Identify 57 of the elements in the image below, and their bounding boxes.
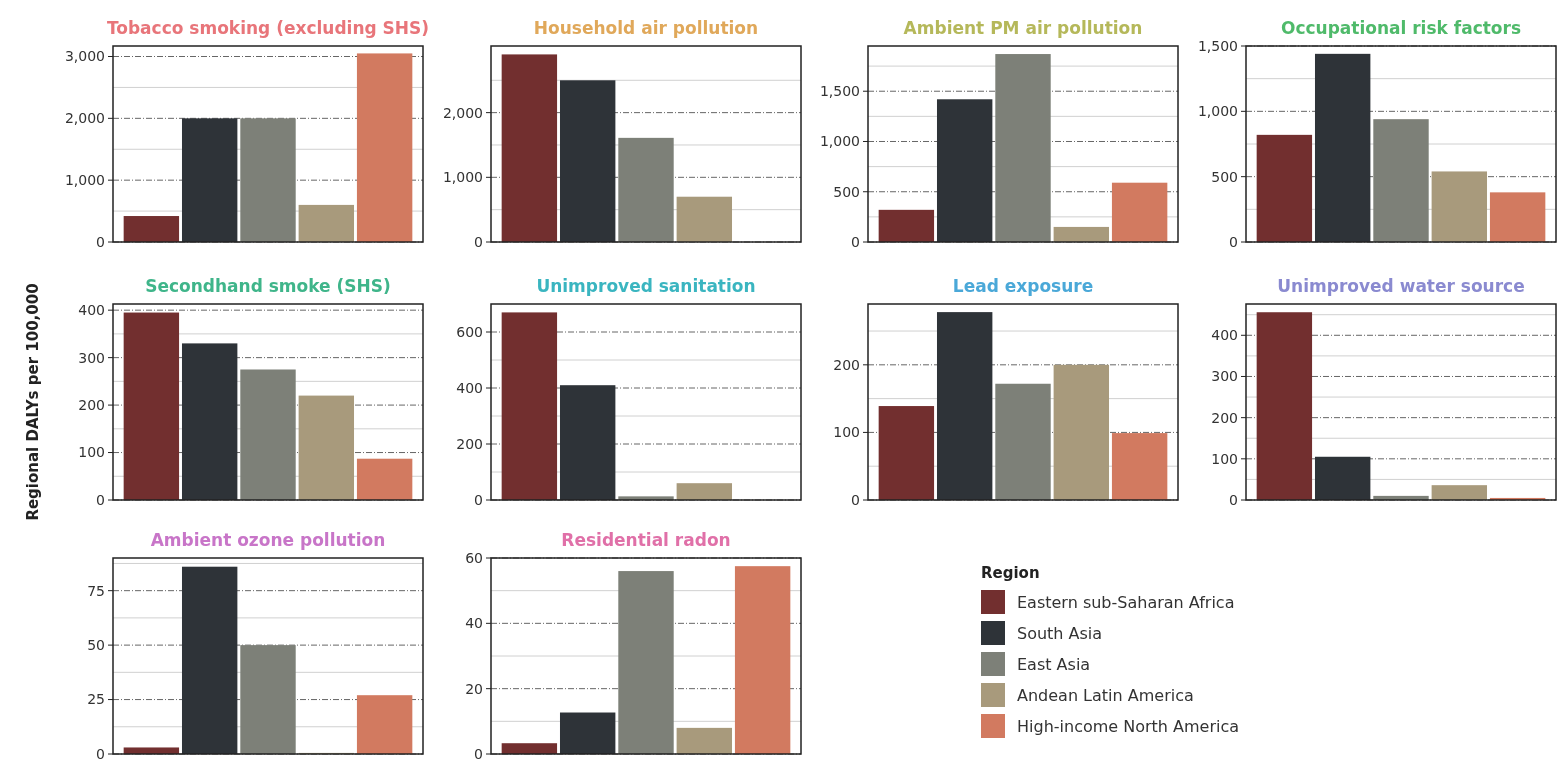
y-tick-label: 100 (1211, 450, 1238, 467)
legend-label: Andean Latin America (1017, 685, 1194, 705)
y-tick-label: 400 (78, 302, 105, 319)
chart-title: Tobacco smoking (excluding SHS) (106, 18, 430, 38)
y-tick-label: 500 (1211, 168, 1238, 185)
y-tick-label: 0 (474, 491, 483, 508)
y-tick-label: 0 (1229, 491, 1238, 508)
y-tick-label: 100 (833, 424, 860, 441)
y-tick-label: 2,000 (64, 110, 105, 127)
chart-title: Occupational risk factors (1280, 18, 1522, 38)
y-tick-label: 1,500 (819, 83, 860, 100)
y-tick-label: 2,000 (442, 104, 483, 121)
y-tick-label: 0 (96, 745, 105, 762)
y-tick-label: 60 (465, 549, 483, 566)
y-tick-label: 200 (1211, 409, 1238, 426)
y-tick-label: 1,000 (442, 169, 483, 186)
chart-title: Unimproved water source (1277, 276, 1525, 296)
legend-title: Region (981, 564, 1040, 582)
legend-label: Eastern sub-Saharan Africa (1017, 592, 1235, 612)
y-tick-label: 0 (1229, 233, 1238, 250)
y-axis-title: Regional DALYs per 100,000 (24, 283, 42, 521)
y-tick-label: 3,000 (64, 48, 105, 65)
y-tick-label: 25 (87, 691, 105, 708)
legend-label: East Asia (1017, 654, 1091, 674)
chart-title: Ambient ozone pollution (150, 530, 386, 550)
y-tick-label: 600 (456, 323, 483, 340)
chart-title: Unimproved sanitation (536, 276, 756, 296)
y-tick-label: 0 (96, 233, 105, 250)
legend-label: High-income North America (1017, 716, 1240, 736)
y-tick-label: 200 (78, 396, 105, 413)
legend-label: South Asia (1017, 623, 1103, 643)
y-tick-label: 0 (851, 491, 860, 508)
y-tick-label: 0 (851, 233, 860, 250)
y-tick-label: 0 (474, 745, 483, 762)
y-tick-label: 200 (456, 435, 483, 452)
y-tick-label: 100 (78, 444, 105, 461)
chart-title: Ambient PM air pollution (903, 18, 1143, 38)
y-tick-label: 300 (78, 349, 105, 366)
chart-title: Residential radon (561, 530, 731, 550)
y-tick-label: 1,000 (64, 172, 105, 189)
y-tick-label: 1,000 (1197, 103, 1238, 120)
y-tick-label: 1,500 (1197, 37, 1238, 54)
y-tick-label: 40 (465, 615, 483, 632)
y-tick-label: 50 (87, 637, 105, 654)
y-tick-label: 1,000 (819, 133, 860, 150)
y-tick-label: 300 (1211, 368, 1238, 385)
chart-title: Household air pollution (533, 18, 759, 38)
y-tick-label: 500 (833, 183, 860, 200)
y-tick-label: 400 (456, 379, 483, 396)
y-tick-label: 400 (1211, 327, 1238, 344)
chart-title: Secondhand smoke (SHS) (145, 276, 391, 296)
y-tick-label: 0 (96, 491, 105, 508)
y-tick-label: 0 (474, 233, 483, 250)
y-tick-label: 75 (87, 582, 105, 599)
y-tick-label: 20 (465, 680, 483, 697)
y-tick-label: 200 (833, 356, 860, 373)
chart-title: Lead exposure (952, 276, 1094, 296)
